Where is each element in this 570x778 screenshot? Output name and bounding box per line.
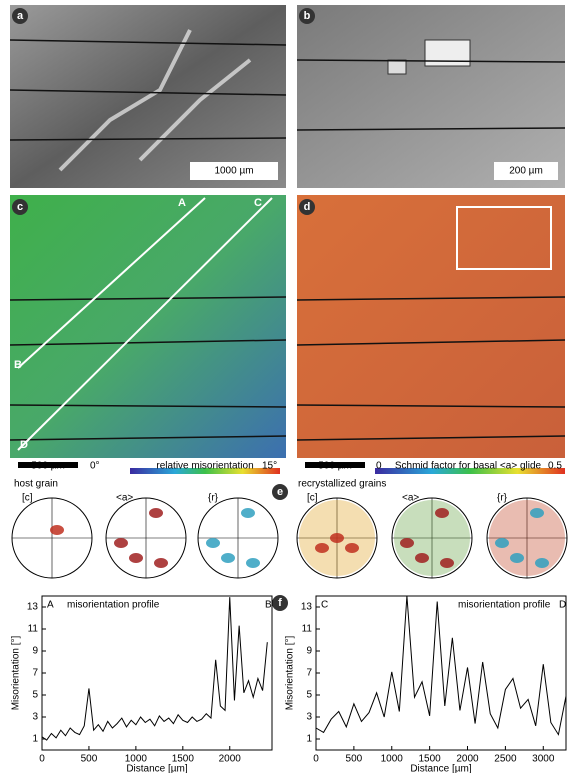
y-tick-label: 11 — [302, 624, 313, 635]
x-tick-label: 500 — [346, 754, 363, 765]
pole-label: {r} — [497, 493, 508, 504]
panel-label: c — [17, 201, 23, 213]
panel-label: f — [278, 597, 282, 609]
plot-frame — [42, 596, 272, 750]
pole-spot — [330, 533, 344, 543]
x-tick-label: 2000 — [219, 754, 242, 765]
x-tick-label: 2500 — [494, 754, 517, 765]
pole-spot — [149, 508, 163, 518]
pole-spot — [114, 538, 128, 548]
pole-spot — [221, 553, 235, 563]
profile-start: A — [47, 600, 54, 611]
colorbar-min: 0 — [376, 461, 382, 472]
panel-label: e — [277, 486, 283, 498]
y-axis-label: Misorientation [°] — [11, 635, 22, 710]
panel-label: a — [17, 10, 24, 22]
x-tick-label: 1000 — [381, 754, 404, 765]
y-tick-label: 1 — [306, 734, 312, 745]
pole-spot — [510, 553, 524, 563]
pole-spot — [530, 508, 544, 518]
chart-title: misorientation profile — [458, 600, 551, 611]
line-label: B — [14, 359, 22, 371]
pole-spot — [50, 525, 64, 535]
panel-label: b — [304, 10, 311, 22]
chart-title: misorientation profile — [67, 600, 160, 611]
x-tick-label: 3000 — [532, 754, 555, 765]
scale-bar-label: 200 µm — [509, 166, 543, 177]
pole-label: <a> — [402, 493, 419, 504]
line-label: A — [178, 197, 186, 209]
line-label: C — [254, 197, 262, 209]
y-axis-label: Misorientation [°] — [285, 635, 296, 710]
x-tick-label: 0 — [313, 754, 319, 765]
pole-label: <a> — [116, 493, 133, 504]
colorbar-max: 15° — [262, 461, 277, 472]
scale-bar-label: 1000 µm — [214, 166, 253, 177]
y-tick-label: 9 — [306, 646, 312, 657]
plot-frame — [316, 596, 566, 750]
x-tick-label: 500 — [81, 754, 98, 765]
pole-spot — [129, 553, 143, 563]
y-tick-label: 11 — [28, 624, 39, 635]
panel-images — [10, 5, 565, 474]
profile-end: D — [559, 600, 566, 611]
pole-spot — [206, 538, 220, 548]
x-tick-label: 0 — [39, 754, 45, 765]
y-tick-label: 9 — [32, 646, 38, 657]
pole-spot — [535, 558, 549, 568]
scale-bar-label: 500 µm — [318, 461, 352, 472]
pole-group-title: recrystallized grains — [298, 479, 386, 490]
pole-scatter — [489, 500, 565, 576]
x-axis-label: Distance [µm] — [126, 764, 188, 773]
y-tick-label: 7 — [32, 668, 38, 679]
pole-spot — [154, 558, 168, 568]
profile-end: B — [265, 600, 272, 611]
pole-figures: [c] <a> {r} [c] <a> {r} — [12, 493, 567, 578]
y-tick-label: 3 — [306, 712, 312, 723]
pole-spot — [241, 508, 255, 518]
colorbar-title: Schmid factor for basal <a> glide — [395, 461, 542, 472]
pole-spot — [246, 558, 260, 568]
colorbar-min: 0° — [90, 461, 100, 472]
pole-spot — [400, 538, 414, 548]
pole-label: [c] — [307, 493, 318, 504]
pole-label: [c] — [22, 493, 33, 504]
pole-spot — [440, 558, 454, 568]
panel-label: d — [304, 201, 311, 213]
y-tick-label: 5 — [32, 690, 38, 701]
pole-spot — [415, 553, 429, 563]
y-tick-label: 3 — [32, 712, 38, 723]
pole-spot — [315, 543, 329, 553]
line-label: D — [20, 439, 28, 451]
pole-spot — [435, 508, 449, 518]
pole-spot — [495, 538, 509, 548]
pole-label: {r} — [208, 493, 219, 504]
y-tick-label: 1 — [32, 734, 38, 745]
colorbar-max: 0.5 — [548, 461, 562, 472]
y-tick-label: 7 — [306, 668, 312, 679]
y-tick-label: 13 — [27, 602, 39, 613]
colorbar-title: relative misorientation — [156, 461, 253, 472]
x-axis-label: Distance [µm] — [410, 764, 472, 773]
pole-spot — [345, 543, 359, 553]
pole-group-title: host grain — [14, 479, 58, 490]
scale-bar-label: 500 µm — [31, 461, 65, 472]
y-tick-label: 5 — [306, 690, 312, 701]
figure: a b c d e f 1000 µm 200 µm A C B D 500 µ… — [0, 0, 570, 773]
profile-start: C — [321, 600, 328, 611]
y-tick-label: 13 — [301, 602, 313, 613]
pole-scatter — [394, 500, 470, 576]
